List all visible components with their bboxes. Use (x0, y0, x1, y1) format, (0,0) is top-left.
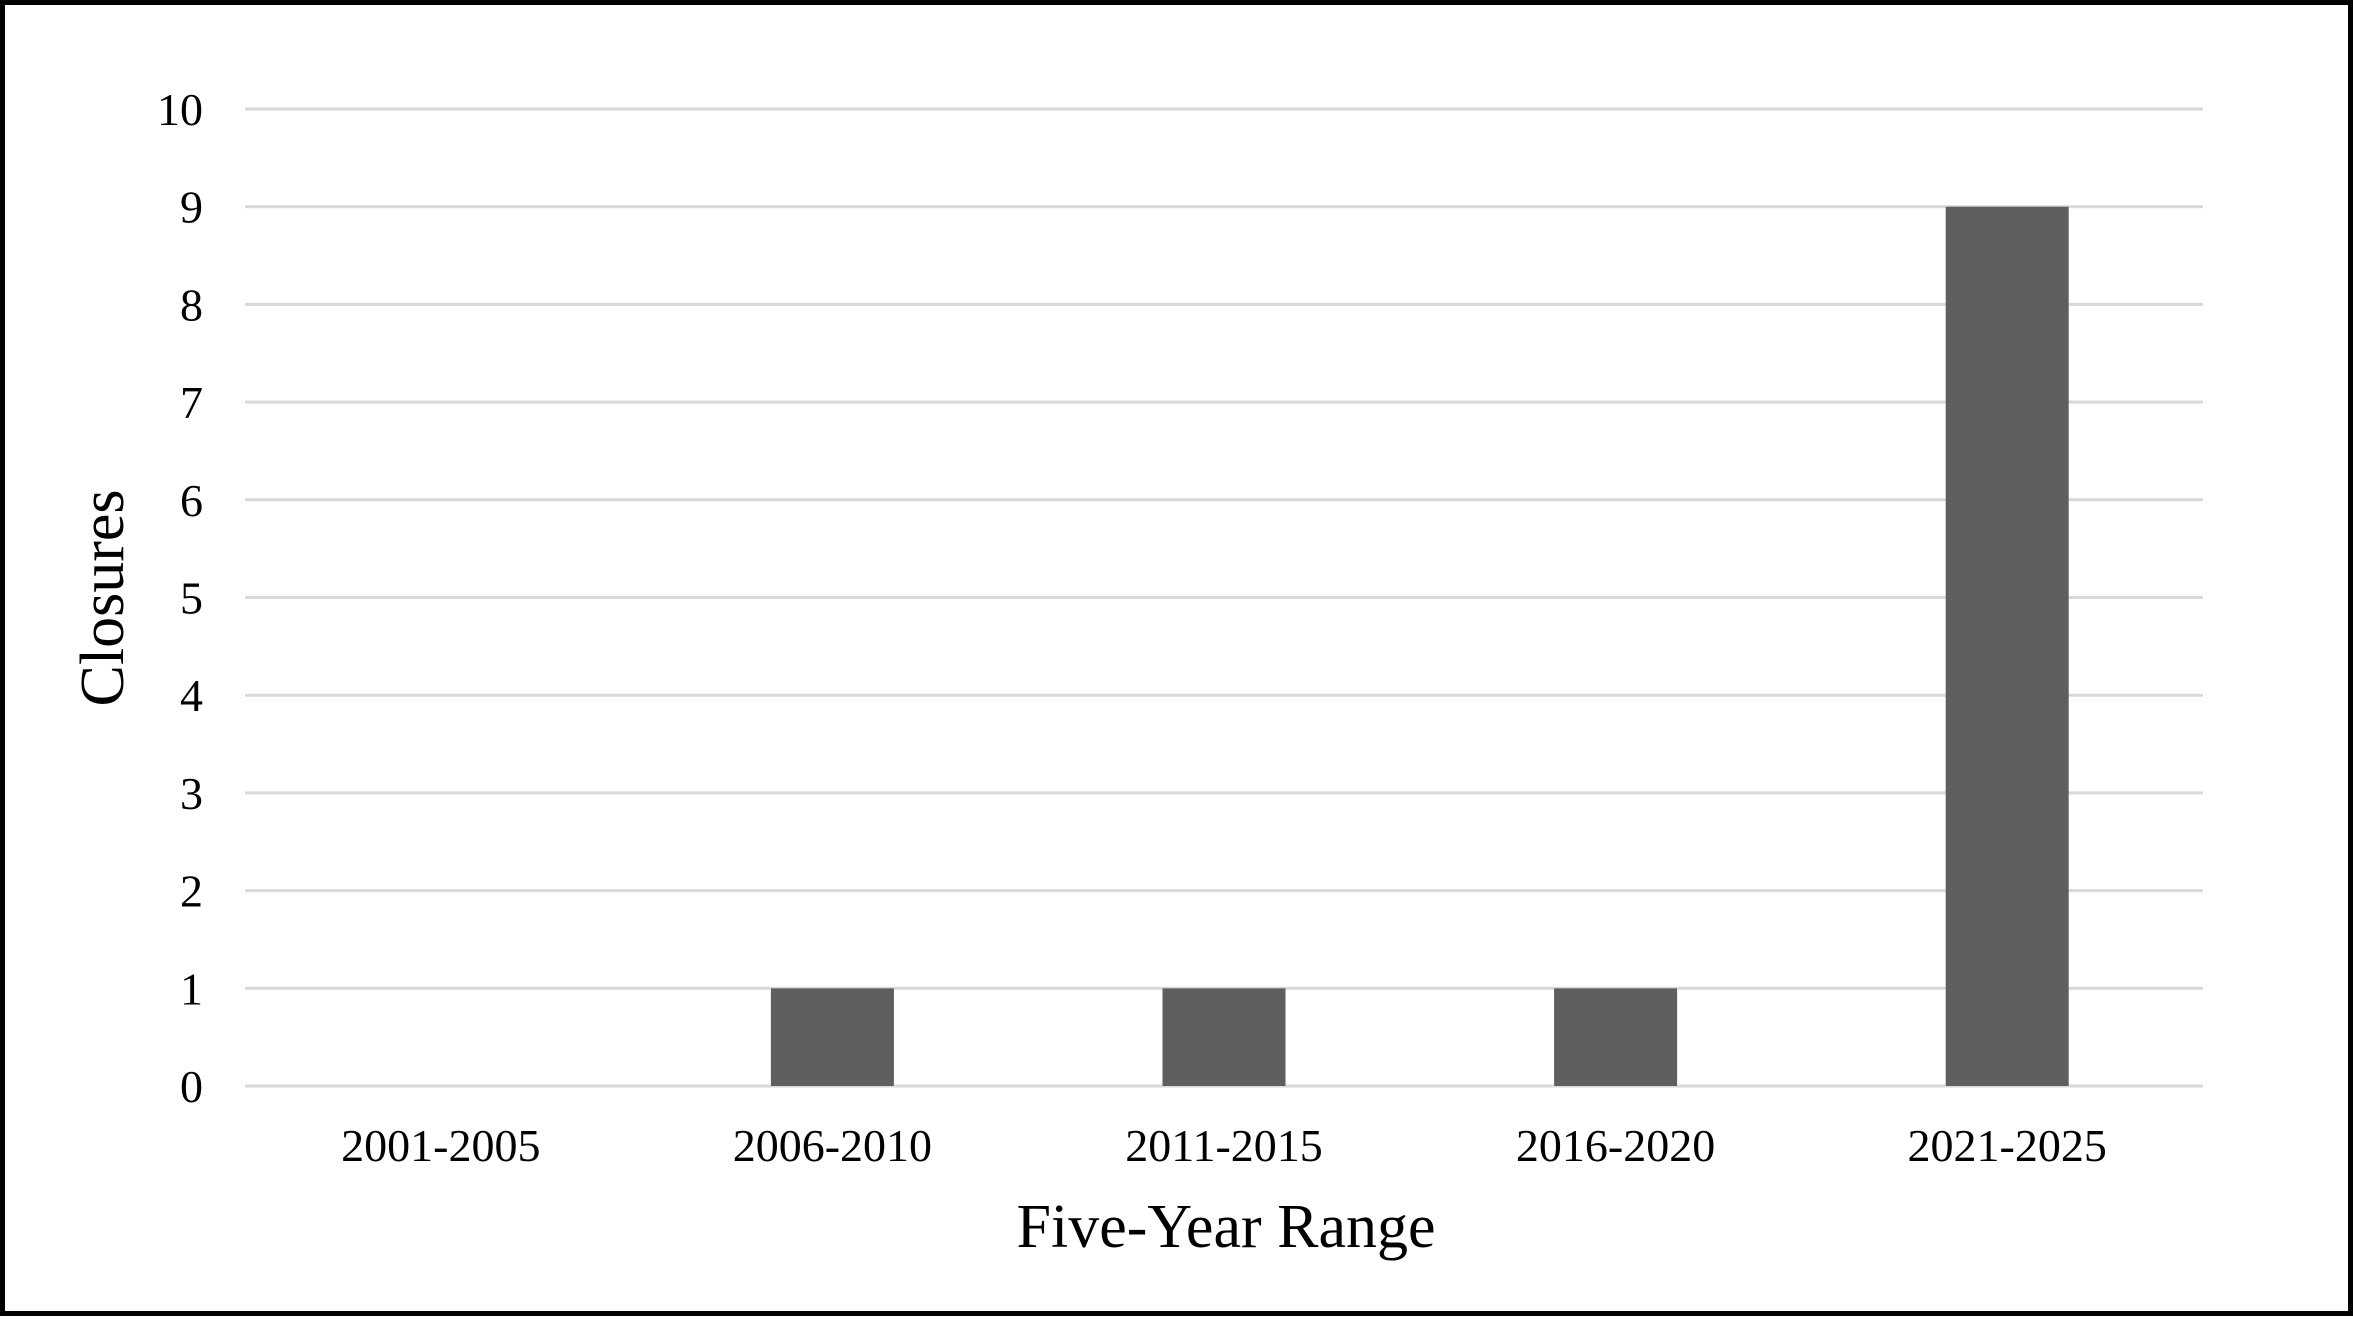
y-tick-label: 6 (180, 475, 203, 526)
x-category-label: 2011-2015 (1125, 1120, 1323, 1171)
y-tick-label: 10 (157, 84, 203, 135)
y-tick-label: 2 (180, 866, 203, 917)
y-tick-label: 0 (180, 1061, 203, 1112)
bars (770, 206, 2069, 1086)
y-tick-label: 5 (180, 573, 203, 624)
y-tick-label: 9 (180, 182, 203, 233)
y-tick-label: 4 (180, 670, 203, 721)
x-axis-title: Five-Year Range (1016, 1193, 1435, 1261)
gridlines (245, 107, 2203, 1088)
y-axis-title: Closures (69, 490, 137, 707)
y-tick-label: 1 (180, 963, 203, 1014)
bar-2006-2010 (770, 988, 894, 1086)
y-tick-label: 7 (180, 377, 203, 428)
y-tick-label: 8 (180, 279, 203, 330)
x-category-label: 2006-2010 (733, 1120, 932, 1171)
y-tick-label: 3 (180, 768, 203, 819)
bar-2021-2025 (1945, 206, 2069, 1086)
x-category-label: 2021-2025 (1908, 1120, 2107, 1171)
bar-chart: 0 1 2 3 4 5 6 7 8 9 10 2001-2005 2006-2010 2011-2015… (69, 84, 2203, 1261)
x-category-labels: 2001-2005 2006-2010 2011-2015 2016-2020 2021… (341, 1120, 2107, 1171)
x-category-label: 2016-2020 (1516, 1120, 1715, 1171)
x-category-label: 2001-2005 (341, 1120, 540, 1171)
y-tick-labels: 0 1 2 3 4 5 6 7 8 9 10 (157, 84, 203, 1112)
bar-2011-2015 (1162, 988, 1286, 1086)
bar-2016-2020 (1554, 988, 1678, 1086)
